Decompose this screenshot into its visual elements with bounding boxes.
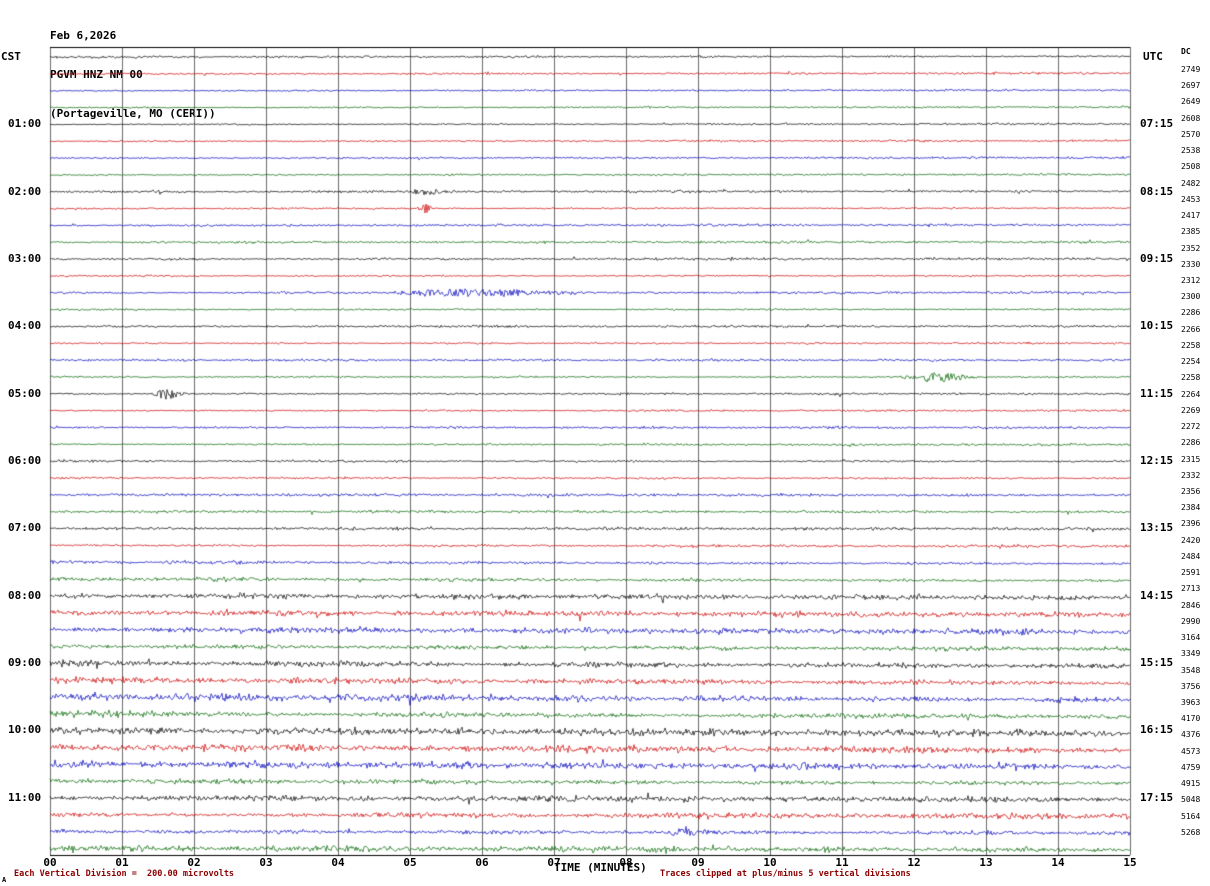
right-hour-label: 12:15: [1140, 454, 1174, 468]
x-tick-label: 01: [115, 856, 129, 869]
dc-value: 2570: [1181, 129, 1201, 139]
dc-value: 2286: [1181, 438, 1201, 448]
dc-value: 2591: [1181, 568, 1201, 578]
dc-value: 4915: [1181, 779, 1201, 789]
x-tick-label: 13: [979, 856, 993, 869]
dc-value: 2330: [1181, 259, 1201, 269]
dc-value: 3164: [1181, 633, 1201, 643]
dc-value: 2254: [1181, 357, 1201, 367]
right-hour-label: 17:15: [1140, 790, 1174, 804]
dc-value: 4573: [1181, 746, 1201, 756]
left-hour-label: 06:00: [8, 454, 42, 468]
dc-value: 2608: [1181, 113, 1201, 123]
dc-value: 2384: [1181, 503, 1201, 513]
dc-value: 4170: [1181, 714, 1201, 724]
dc-value: 2266: [1181, 324, 1201, 334]
dc-value: 2713: [1181, 584, 1201, 594]
footer-scale-note: Each Vertical Division = 200.00 microvol…: [14, 869, 235, 879]
dc-value: 2538: [1181, 146, 1201, 156]
left-hour-label: 11:00: [8, 790, 42, 804]
dc-value: 2697: [1181, 81, 1201, 91]
dc-value: 2749: [1181, 65, 1201, 74]
x-tick-label: 05: [403, 856, 417, 869]
footer-clip-note: Traces clipped at plus/minus 5 vertical …: [660, 869, 911, 879]
dc-value: 4759: [1181, 762, 1201, 772]
dc-value: 2272: [1181, 422, 1201, 432]
dc-value: 2312: [1181, 275, 1201, 285]
dc-value: 2258: [1181, 373, 1201, 383]
dc-value: 2396: [1181, 519, 1201, 529]
dc-value: 2332: [1181, 470, 1201, 480]
left-hour-label: 09:00: [8, 656, 42, 670]
right-hour-label: 07:15: [1140, 117, 1174, 131]
x-tick-label: 14: [1051, 856, 1065, 869]
x-tick-label: 07: [547, 856, 561, 869]
dc-value: 2990: [1181, 616, 1201, 626]
right-hour-label: 15:15: [1140, 656, 1174, 670]
right-hour-label: 13:15: [1140, 521, 1174, 535]
dc-value: 2356: [1181, 486, 1201, 496]
right-hour-label: 08:15: [1140, 184, 1174, 198]
corner-mark: A: [2, 876, 7, 884]
x-tick-label: 02: [187, 856, 201, 869]
dc-value: 3349: [1181, 649, 1201, 659]
dc-value: 2264: [1181, 389, 1201, 399]
dc-value: 2352: [1181, 243, 1201, 253]
dc-value: 2300: [1181, 292, 1201, 302]
dc-value: 2315: [1181, 454, 1201, 464]
left-hour-label: 03:00: [8, 252, 42, 266]
x-tick-label: 12: [907, 856, 921, 869]
left-hour-label: 05:00: [8, 386, 42, 400]
x-tick-label: 15: [1123, 856, 1137, 869]
dc-value: 2484: [1181, 551, 1201, 561]
x-tick-label: 08: [619, 856, 633, 869]
right-hour-label: 16:15: [1140, 723, 1174, 737]
dc-value: 2482: [1181, 178, 1201, 188]
x-tick-label: 00: [43, 856, 57, 869]
x-tick-label: 11: [835, 856, 849, 869]
left-hour-label: 02:00: [8, 184, 42, 198]
dc-value: 3963: [1181, 697, 1201, 707]
right-hour-label: 10:15: [1140, 319, 1174, 333]
left-hour-label: 04:00: [8, 319, 42, 333]
left-hour-label: 01:00: [8, 117, 42, 131]
dc-value: 2508: [1181, 162, 1201, 172]
left-hour-label: 10:00: [8, 723, 42, 737]
x-tick-label: 06: [475, 856, 489, 869]
dc-value: 3548: [1181, 665, 1201, 675]
dc-value: 3756: [1181, 681, 1201, 691]
dc-value: 2269: [1181, 405, 1201, 415]
dc-value: 2286: [1181, 308, 1201, 318]
dc-value: 2649: [1181, 97, 1201, 107]
left-hour-label: 07:00: [8, 521, 42, 535]
dc-value: 2417: [1181, 211, 1201, 221]
dc-value: 2420: [1181, 535, 1201, 545]
dc-value: 5048: [1181, 795, 1201, 805]
x-axis-title: TIME (MINUTES): [554, 861, 647, 874]
left-hour-label: 08:00: [8, 588, 42, 602]
right-hour-label: 09:15: [1140, 252, 1174, 266]
x-tick-label: 10: [763, 856, 777, 869]
dc-value: 2258: [1181, 340, 1201, 350]
right-hour-label: 11:15: [1140, 386, 1174, 400]
x-tick-label: 03: [259, 856, 273, 869]
right-hour-label: 14:15: [1140, 588, 1174, 602]
dc-value: 2453: [1181, 194, 1201, 204]
x-tick-label: 09: [691, 856, 705, 869]
dc-value: 5268: [1181, 827, 1201, 837]
dc-value: 2846: [1181, 600, 1201, 610]
dc-value: 4376: [1181, 730, 1201, 740]
dc-value: 2385: [1181, 227, 1201, 237]
dc-value: 5164: [1181, 811, 1201, 821]
x-tick-label: 04: [331, 856, 345, 869]
